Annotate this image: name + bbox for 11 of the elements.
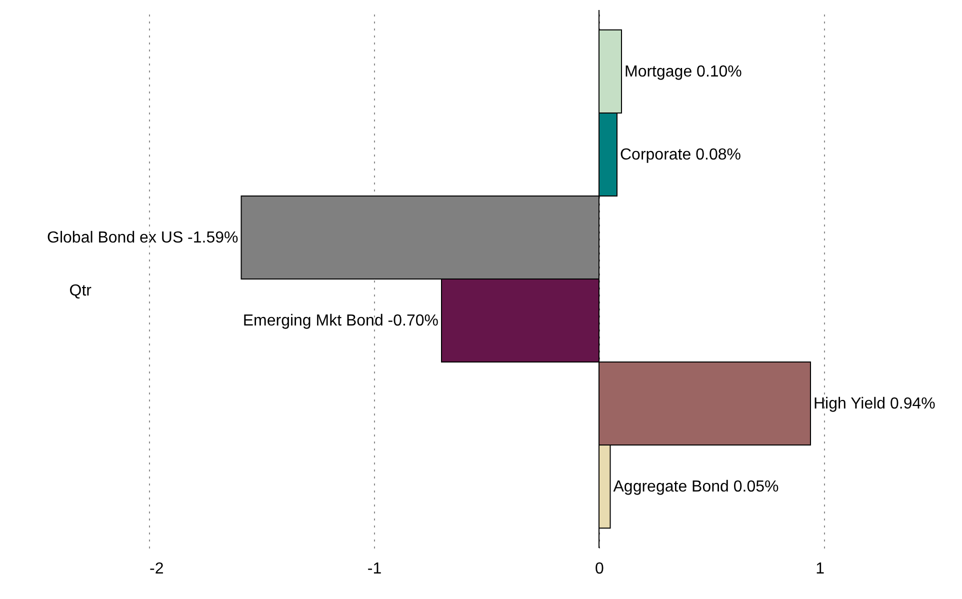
x-tick-label: -2 <box>150 560 164 578</box>
text: Corporate 0.08% <box>620 146 741 164</box>
x-tick-label: -1 <box>367 560 382 578</box>
y-axis-title: Qtr <box>69 282 92 300</box>
x-tick-label: 1 <box>816 560 825 578</box>
text: Aggregate Bond 0.05% <box>613 478 779 496</box>
text: High Yield 0.94% <box>814 396 936 413</box>
text: Mortgage 0.10% <box>624 63 742 80</box>
text: Emerging Mkt Bond -0.70% <box>242 312 438 330</box>
text: Global Bond ex US -1.59% <box>47 229 238 246</box>
x-tick-label: 0 <box>595 560 604 578</box>
